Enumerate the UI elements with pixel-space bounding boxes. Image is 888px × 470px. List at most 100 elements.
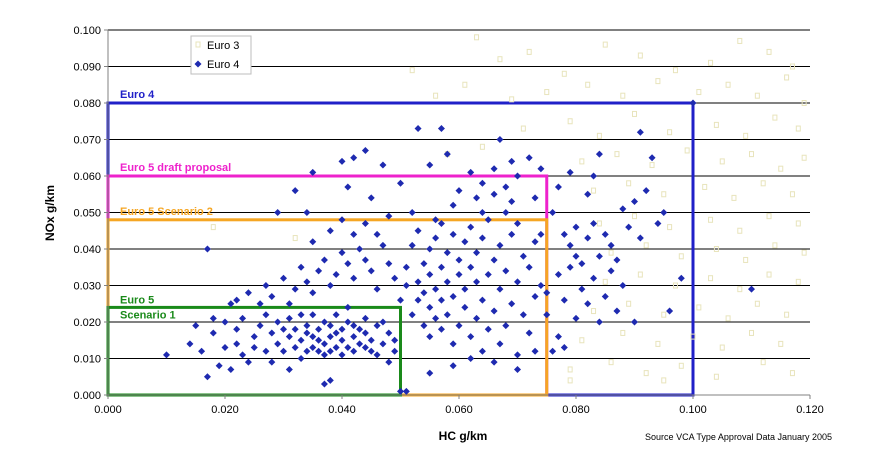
euro4-point [484,325,492,333]
y-tick-label: 0.010 [73,354,101,366]
euro4-point [367,347,375,355]
euro3-point [409,67,415,74]
euro4-point [402,282,410,289]
euro4-point [280,274,287,282]
euro4-point [192,322,200,330]
euro4-point [326,227,334,235]
axes-layer: 0.000 0.010 0.020 0.030 0.040 0.050 0.060 0.070… [73,25,823,416]
euro3-point [567,366,573,373]
euro3-point [655,78,661,85]
euro4-point [455,322,463,330]
euro4-point [449,362,457,370]
euro3-point [731,194,737,201]
euro4-point [578,260,586,268]
euro3-point [561,70,567,77]
euro4-point [502,267,510,275]
euro4-point [490,165,498,173]
euro4-point [332,271,340,279]
euro4-point [473,278,481,286]
euro4-point [531,292,539,300]
euro3-point [649,162,655,169]
euro4-point [554,333,562,341]
euro4-point [566,263,574,271]
euro3-point [801,249,807,256]
euro4-point [244,289,252,297]
euro3-point [602,41,608,48]
euro3-point [579,158,585,165]
euro4-point [303,209,311,216]
euro4-point [607,241,615,249]
euro4-point [385,358,393,366]
euro4-point [467,223,475,231]
euro4-point [607,267,615,275]
x-axis-label: HC g/km [439,429,488,443]
euro4-point [233,296,241,304]
euro4-point [443,150,451,158]
euro4-point [385,212,393,220]
euro4-point [262,282,270,289]
euro4-point [244,358,252,366]
euro4-point [426,245,434,253]
euro4-point [619,282,627,289]
euro4-point [285,314,293,322]
euro4-point [748,285,755,293]
euro3-point [795,125,801,132]
euro4-point [250,344,258,352]
euro4-point [689,99,697,107]
euro4-point [186,340,194,348]
regions-layer: Euro 4 Euro 5 draft proposal Euro 5 Scenar… [106,89,695,397]
y-tick-label: 0.020 [73,317,101,329]
euro4-point [461,285,469,293]
euro4-point [455,271,463,279]
euro4-point [274,340,282,348]
euro4-point [514,219,521,227]
euro4-point [361,219,369,227]
euro4-point [496,136,504,143]
euro4-point [285,365,293,373]
legend-box [190,35,252,75]
x-tick-label: 0.100 [679,404,707,416]
euro4-point [566,168,574,176]
euro4-point [239,314,247,322]
euro4-point [572,252,580,260]
legend-marker-euro4 [194,60,202,68]
euro4-point [449,292,457,300]
euro3-point [696,304,702,311]
euro4-point [256,300,264,308]
euro4-point [350,322,358,330]
euro4-point [631,318,638,326]
euro4-point [660,209,668,216]
euro4-point [256,322,264,330]
euro4-point [525,329,533,337]
euro4-point [449,340,457,348]
euro4-point [636,128,644,136]
euro3-point [678,253,684,260]
euro3-point [614,151,620,158]
euro3-point [497,56,503,63]
euro4-point [227,300,235,308]
euro4-point [274,318,282,326]
euro4-point [373,351,381,359]
euro4-point [642,187,650,195]
euro3-point [760,180,766,187]
euro4-point [420,260,428,268]
euro4-point [484,216,492,224]
euro3-point [766,48,772,55]
euro3-point [684,147,690,154]
euro3-point [766,213,772,220]
euro4-point [408,209,416,216]
euro4-point [584,190,592,198]
euro4-point [397,179,404,187]
euro4-point [601,292,609,300]
y-tick-label: 0.080 [73,98,101,110]
euro4-point [350,347,358,355]
y-tick-label: 0.000 [73,390,101,402]
euro4-point [367,194,375,202]
y-tick-label: 0.040 [73,244,101,256]
euro4-point [549,209,557,216]
euro4-point [473,194,481,202]
euro4-point [379,161,387,169]
euro3-point [608,249,614,256]
euro4-point [320,340,328,348]
euro4-point [297,336,305,344]
